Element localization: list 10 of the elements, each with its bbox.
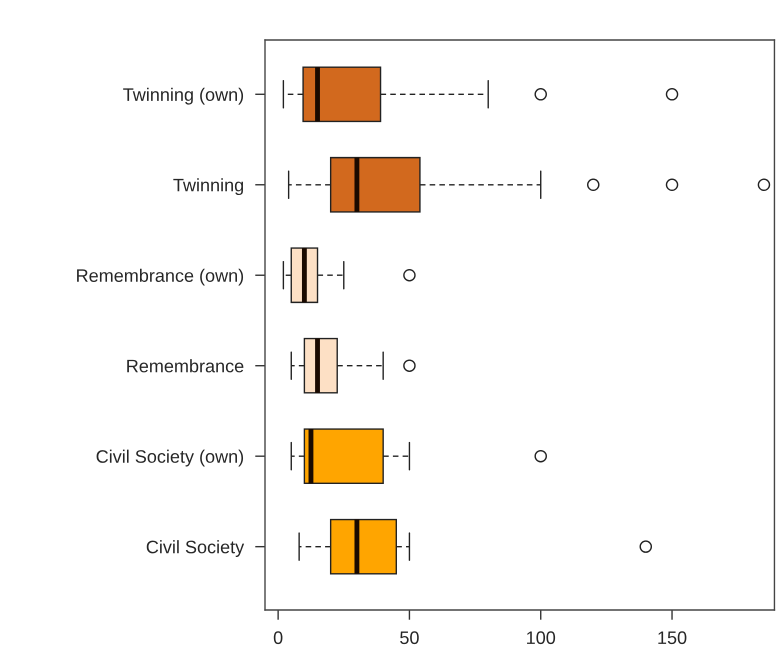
x-tick-label: 0 (274, 631, 282, 644)
x-tick-label: 50 (400, 631, 419, 644)
y-tick-label: Twinning (173, 178, 244, 196)
y-tick-label: Remembrance (own) (77, 268, 244, 286)
y-tick-label: Civil Society (own) (96, 450, 244, 466)
x-tick-label: 150 (658, 631, 686, 644)
y-tick-label: Twinning (own) (123, 88, 244, 105)
y-tick-label: Remembrance (127, 359, 244, 372)
y-tick-label: Civil Society (146, 540, 244, 557)
x-tick-label: 100 (527, 631, 556, 644)
